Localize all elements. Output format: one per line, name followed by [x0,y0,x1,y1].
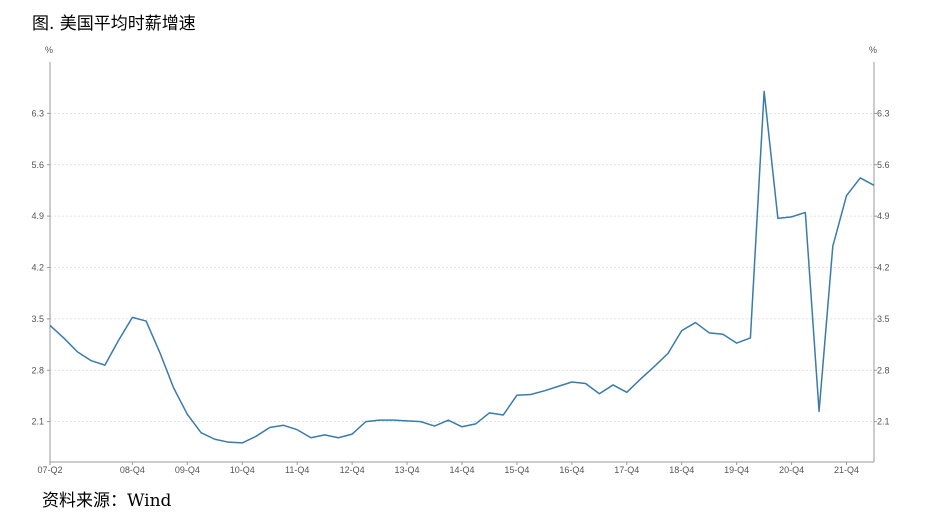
left-y-tick-label: 4.9 [31,211,44,221]
x-tick-label: 09-Q4 [175,465,200,475]
right-y-tick-label: 2.8 [877,365,890,375]
right-y-tick-label: 2.1 [877,417,890,427]
figure-title: 图. 美国平均时薪增速 [32,14,196,34]
axes [49,62,875,463]
figure-source: 资料来源：Wind [42,491,172,511]
left-y-tick-label: 5.6 [31,160,44,170]
right-axis-unit: % [869,45,877,55]
x-tick-label: 11-Q4 [285,465,309,475]
x-tick-label: 08-Q4 [120,465,145,475]
left-y-tick-label: 2.1 [31,417,44,427]
x-tick-label: 10-Q4 [230,465,255,475]
right-y-tick-label: 3.5 [877,314,890,324]
right-y-tick-label: 5.6 [877,160,890,170]
x-tick-label: 15-Q4 [504,465,529,475]
x-tick-label: 13-Q4 [395,465,420,475]
left-y-tick-label: 4.2 [31,263,44,273]
left-y-tick-label: 3.5 [31,314,44,324]
left-axis-unit: % [45,45,53,55]
x-tick-label: 16-Q4 [559,465,584,475]
right-y-tick-label: 4.9 [877,211,890,221]
x-tick-labels: 07-Q2 08-Q4 09-Q4 10-Q4 11-Q4 12-Q4 13-Q4 14-Q4… [37,462,859,475]
gridlines [50,112,874,423]
right-y-tick-label: 6.3 [877,108,890,118]
left-y-tick-label: 2.8 [31,365,44,375]
left-y-tick-label: 6.3 [31,108,44,118]
x-tick-label: 19-Q4 [724,465,749,475]
x-tick-label: 17-Q4 [614,465,639,475]
series [49,90,875,444]
y-tick-labels: 2.1 2.1 2.8 2.8 3.5 3.5 4.2 4.2 4.9 4.9 5.6 5.6 6.3 6… [31,108,889,426]
x-tick-label: 18-Q4 [669,465,694,475]
x-tick-label: 14-Q4 [449,465,474,475]
series-line [49,90,875,444]
x-tick-label: 07-Q2 [37,465,62,475]
x-tick-label: 20-Q4 [779,465,804,475]
x-tick-label: 12-Q4 [340,465,365,475]
x-tick-label: 21-Q4 [834,465,859,475]
right-y-tick-label: 4.2 [877,263,890,273]
